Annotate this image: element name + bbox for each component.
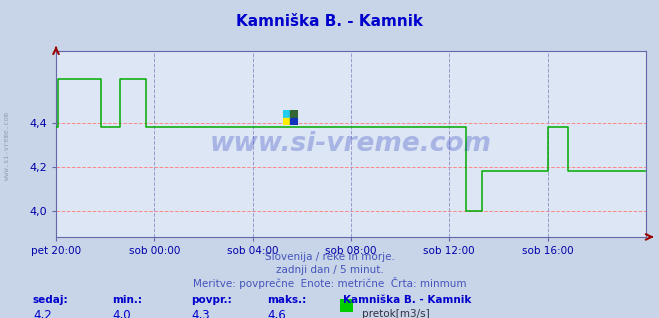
- Text: Kamniška B. - Kamnik: Kamniška B. - Kamnik: [343, 295, 471, 305]
- Text: Meritve: povprečne  Enote: metrične  Črta: minmum: Meritve: povprečne Enote: metrične Črta:…: [192, 277, 467, 289]
- Bar: [283, 110, 291, 118]
- Text: www.si-vreme.com: www.si-vreme.com: [210, 131, 492, 157]
- Text: min.:: min.:: [112, 295, 142, 305]
- Bar: [291, 118, 298, 125]
- Text: 4,0: 4,0: [112, 309, 130, 318]
- Text: maks.:: maks.:: [267, 295, 306, 305]
- Text: sedaj:: sedaj:: [33, 295, 69, 305]
- Text: pretok[m3/s]: pretok[m3/s]: [362, 309, 430, 318]
- Text: Kamniška B. - Kamnik: Kamniška B. - Kamnik: [236, 14, 423, 29]
- Text: 4,6: 4,6: [267, 309, 285, 318]
- Text: zadnji dan / 5 minut.: zadnji dan / 5 minut.: [275, 265, 384, 274]
- Bar: [283, 118, 291, 125]
- Text: Slovenija / reke in morje.: Slovenija / reke in morje.: [264, 252, 395, 262]
- Text: povpr.:: povpr.:: [191, 295, 232, 305]
- Text: 4,2: 4,2: [33, 309, 51, 318]
- Bar: [291, 110, 298, 118]
- Text: www.si-vreme.com: www.si-vreme.com: [3, 112, 10, 180]
- Text: 4,3: 4,3: [191, 309, 210, 318]
